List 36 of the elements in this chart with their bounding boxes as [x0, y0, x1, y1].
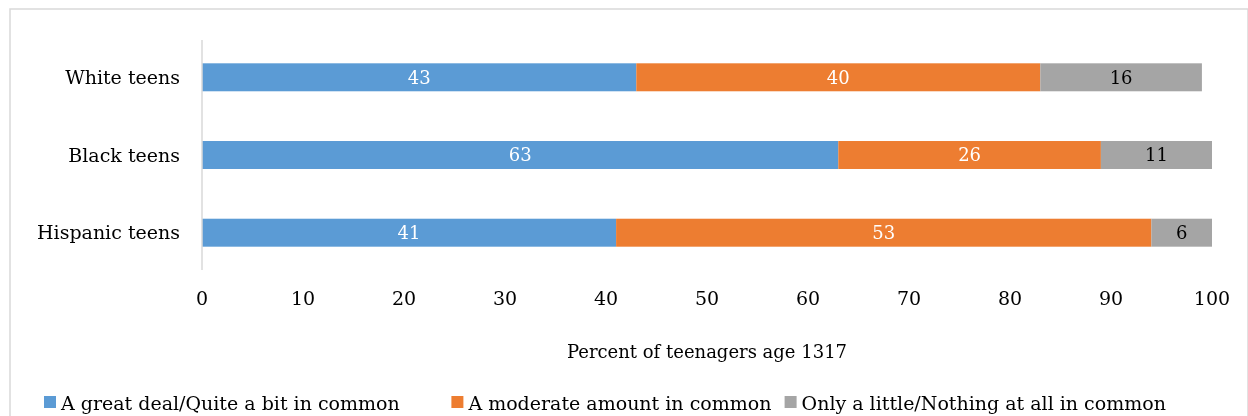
y-tick-label: Hispanic teens [37, 221, 180, 244]
x-axis-title: Percent of teenagers age 1317 [566, 341, 848, 363]
data-label: 53 [872, 222, 896, 243]
x-tick-label: 90 [1098, 286, 1124, 309]
bar [202, 63, 637, 92]
bar [1040, 63, 1202, 92]
x-tick-label: 0 [195, 286, 209, 309]
x-tick-label: 10 [290, 286, 316, 309]
bar [838, 141, 1101, 169]
x-tick-label: 80 [997, 286, 1023, 309]
x-tick-label: 70 [896, 286, 922, 309]
x-tick-label: 20 [391, 286, 417, 309]
x-tick-label: 100 [1193, 286, 1231, 309]
bar [202, 218, 617, 247]
bar [1151, 218, 1212, 247]
data-label: 26 [958, 144, 982, 166]
legend-label: Only a little/Nothing at all in common [801, 391, 1166, 414]
bar [636, 63, 1041, 92]
x-tick-label: 40 [593, 286, 619, 309]
x-tick-label: 50 [694, 286, 720, 309]
bar [616, 218, 1152, 247]
y-tick-label: Black teens [68, 143, 180, 166]
bar [1100, 141, 1212, 169]
data-label: 11 [1145, 144, 1168, 166]
legend-label: A moderate amount in common [467, 391, 772, 414]
data-label: 43 [407, 66, 431, 88]
data-label: 41 [397, 222, 421, 243]
bar [202, 141, 839, 169]
legend-label: A great deal/Quite a bit in common [60, 391, 400, 414]
data-label: 63 [508, 144, 532, 166]
data-label: 6 [1175, 222, 1188, 243]
data-label: 40 [826, 66, 850, 88]
y-tick-label: White teens [65, 65, 180, 88]
x-tick-label: 60 [795, 286, 821, 309]
x-tick-label: 30 [492, 286, 518, 309]
data-label: 16 [1109, 66, 1133, 88]
